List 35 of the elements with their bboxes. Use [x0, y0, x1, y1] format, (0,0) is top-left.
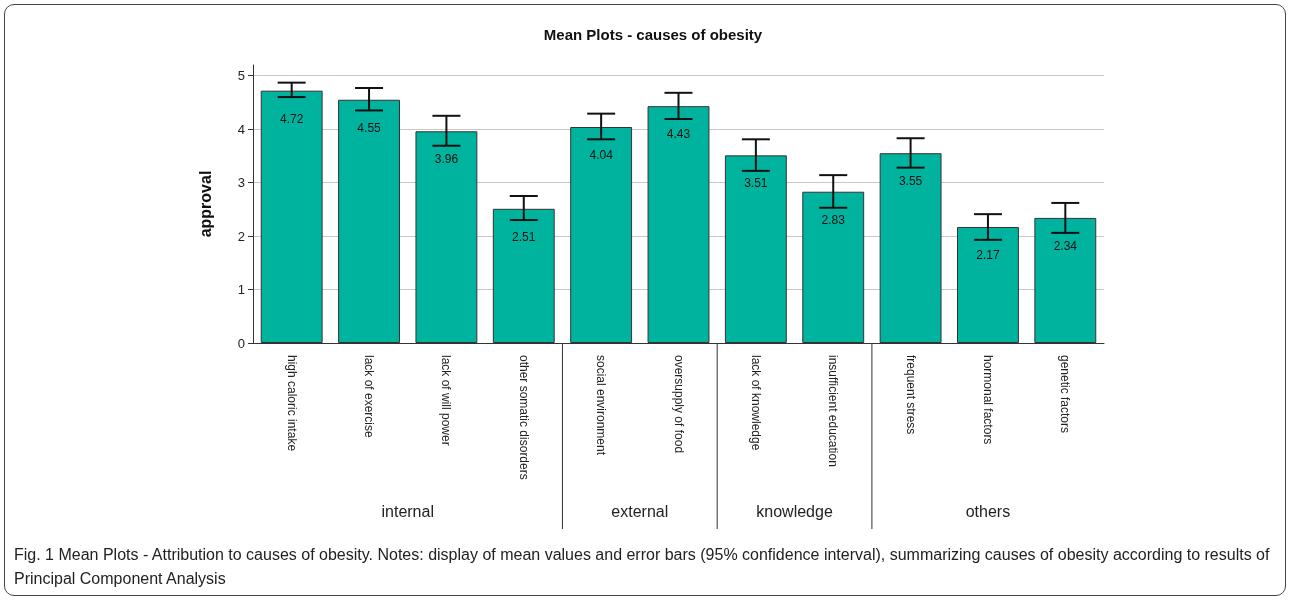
- data-label: 4.55: [357, 120, 382, 135]
- y-tick-label: 1: [237, 282, 245, 298]
- text: others: [965, 502, 1011, 520]
- x-tick-label: genetic factors: [1058, 355, 1073, 434]
- text: internal: [381, 502, 434, 520]
- chart-title: Mean Plots - causes of obesity: [543, 26, 763, 43]
- y-tick-label: 0: [237, 335, 245, 351]
- y-tick-label: 5: [237, 68, 245, 84]
- data-label: 4.04: [589, 148, 614, 163]
- data-label: 3.51: [744, 176, 768, 191]
- data-label: 4.72: [280, 111, 304, 126]
- x-tick-label: hormonal factors: [980, 355, 995, 445]
- x-tick-label: oversupply of food: [671, 355, 686, 454]
- data-label: 2.17: [976, 247, 1000, 262]
- data-label: 2.83: [821, 212, 846, 227]
- text: external: [611, 502, 669, 520]
- data-label: 3.96: [434, 152, 459, 167]
- data-label: 4.43: [666, 127, 691, 142]
- y-tick-label: 3: [237, 175, 245, 191]
- x-tick-label: frequent stress: [903, 355, 918, 435]
- text: knowledge: [756, 502, 833, 520]
- x-tick-label: social environment: [594, 355, 609, 456]
- x-tick-label: lack of exercise: [362, 355, 377, 439]
- y-tick-label: 2: [237, 228, 245, 244]
- x-tick-label: high caloric intake: [284, 355, 299, 452]
- x-tick-label: other somatic disorders: [516, 355, 531, 480]
- data-label: 2.51: [512, 229, 536, 244]
- y-axis-title: approval: [196, 170, 214, 238]
- y-tick-label: 4: [237, 121, 245, 137]
- caption: Fig. 1 Mean Plots - Attribution to causes of obesity. Notes: display of mean values and error bars (95% confidence interval), summarizing causes of obesity according to results of Principal Component Analysis: [14, 545, 1271, 589]
- x-tick-label: lack of will power: [439, 355, 454, 446]
- data-label: 3.55: [898, 174, 923, 189]
- x-tick-label: insufficient education: [826, 355, 841, 467]
- data-label: 2.34: [1053, 238, 1078, 253]
- x-tick-label: lack of knowledge: [748, 355, 763, 451]
